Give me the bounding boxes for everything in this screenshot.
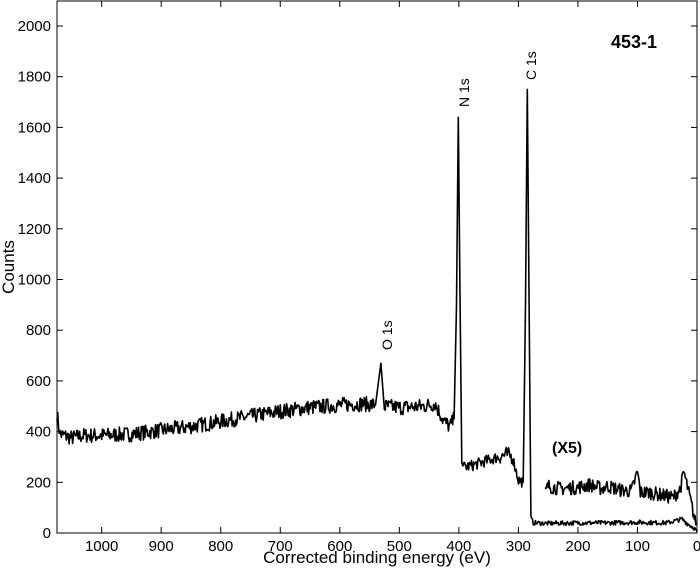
y-tick-label: 1000 <box>18 272 51 289</box>
y-tick-label: 1800 <box>18 69 51 86</box>
x-axis-ticks: 1000 900 800 700 600 500 400 300 200 100 0 <box>85 1 700 555</box>
x-tick-label: 400 <box>446 538 471 555</box>
x5-spectrum-line <box>544 470 697 526</box>
x-tick-label: 1000 <box>85 538 118 555</box>
peak-label-c1s: C 1s <box>523 51 539 80</box>
x-axis-title: Corrected binding energy (eV) <box>263 548 491 567</box>
peak-label-n1s: N 1s <box>456 78 472 107</box>
scale-factor-label: (X5) <box>552 440 582 457</box>
x-tick-label: 700 <box>268 538 293 555</box>
x-tick-label: 0 <box>693 538 700 555</box>
series-lines <box>56 88 698 532</box>
x-tick-label: 600 <box>327 538 352 555</box>
x-tick-label: 800 <box>208 538 233 555</box>
x-tick-label: 500 <box>387 538 412 555</box>
x-tick-label: 200 <box>565 538 590 555</box>
y-tick-label: 2000 <box>18 18 51 35</box>
y-axis-title: Counts <box>0 240 18 294</box>
survey-spectrum-line <box>56 88 698 532</box>
y-tick-label: 400 <box>26 424 51 441</box>
y-axis-ticks: 0 200 400 600 800 1000 1200 1400 1600 1800 2000 <box>18 18 697 542</box>
y-tick-label: 1200 <box>18 221 51 238</box>
peak-label-o1s: O 1s <box>379 320 395 350</box>
x-tick-label: 300 <box>506 538 531 555</box>
plot-area <box>56 0 698 534</box>
y-tick-label: 1600 <box>18 119 51 136</box>
y-tick-label: 600 <box>26 373 51 390</box>
x-tick-label: 900 <box>149 538 174 555</box>
y-tick-label: 0 <box>43 525 51 542</box>
sample-label: 453-1 <box>611 32 657 52</box>
x-tick-label: 100 <box>625 538 650 555</box>
y-tick-label: 800 <box>26 322 51 339</box>
y-tick-label: 200 <box>26 474 51 491</box>
y-tick-label: 1400 <box>18 170 51 187</box>
